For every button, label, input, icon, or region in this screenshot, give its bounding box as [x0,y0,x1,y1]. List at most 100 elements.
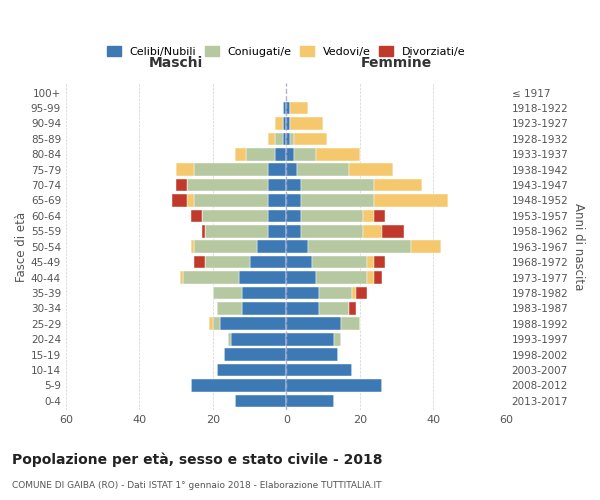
Bar [286,148,293,160]
Bar [341,318,360,330]
Text: Maschi: Maschi [149,56,203,70]
Bar [301,225,364,237]
Bar [283,117,286,130]
Bar [319,302,349,314]
Bar [217,364,286,376]
Bar [194,256,205,268]
Text: Popolazione per età, sesso e stato civile - 2018: Popolazione per età, sesso e stato civil… [12,452,383,467]
Bar [231,333,286,345]
Bar [374,179,422,192]
Y-axis label: Fasce di età: Fasce di età [15,212,28,282]
Bar [286,117,290,130]
Bar [205,225,268,237]
Bar [293,132,327,145]
Y-axis label: Anni di nascita: Anni di nascita [572,203,585,290]
Bar [298,164,349,176]
Bar [286,102,290,114]
Bar [250,256,286,268]
Bar [316,148,360,160]
Bar [275,117,283,130]
Bar [286,379,382,392]
Bar [242,302,286,314]
Bar [286,394,334,407]
Bar [382,225,404,237]
Bar [374,194,448,207]
Bar [290,102,308,114]
Bar [374,210,385,222]
Bar [239,272,286,284]
Bar [286,286,319,300]
Bar [290,117,323,130]
Bar [286,272,316,284]
Bar [374,272,382,284]
Bar [213,318,220,330]
Bar [312,256,367,268]
Bar [202,225,205,237]
Bar [257,240,286,253]
Bar [286,210,301,222]
Bar [217,302,242,314]
Bar [268,132,275,145]
Bar [286,364,352,376]
Bar [172,194,187,207]
Bar [283,132,286,145]
Bar [334,333,341,345]
Bar [316,272,367,284]
Bar [367,256,374,268]
Bar [356,286,367,300]
Bar [191,210,202,222]
Bar [213,286,242,300]
Bar [268,179,286,192]
Bar [364,225,382,237]
Bar [194,194,268,207]
Bar [194,164,268,176]
Bar [242,286,286,300]
Bar [286,179,301,192]
Bar [286,194,301,207]
Bar [286,302,319,314]
Bar [290,132,293,145]
Bar [352,286,356,300]
Bar [268,194,286,207]
Bar [301,194,374,207]
Bar [187,194,194,207]
Bar [235,394,286,407]
Bar [275,148,286,160]
Bar [191,379,286,392]
Bar [374,256,385,268]
Bar [235,148,246,160]
Bar [286,240,308,253]
Bar [209,318,213,330]
Bar [224,348,286,361]
Bar [286,164,298,176]
Bar [286,132,290,145]
Bar [286,256,312,268]
Bar [286,225,301,237]
Bar [308,240,411,253]
Bar [202,210,268,222]
Bar [293,148,316,160]
Bar [205,256,250,268]
Bar [301,210,364,222]
Bar [176,179,187,192]
Bar [349,302,356,314]
Bar [283,102,286,114]
Text: Femmine: Femmine [361,56,432,70]
Bar [268,164,286,176]
Bar [268,210,286,222]
Bar [286,348,338,361]
Bar [268,225,286,237]
Bar [367,272,374,284]
Bar [286,318,341,330]
Bar [319,286,352,300]
Bar [227,333,231,345]
Bar [220,318,286,330]
Bar [301,179,374,192]
Bar [286,333,334,345]
Bar [246,148,275,160]
Bar [275,132,283,145]
Bar [349,164,393,176]
Bar [187,179,268,192]
Bar [411,240,440,253]
Bar [184,272,239,284]
